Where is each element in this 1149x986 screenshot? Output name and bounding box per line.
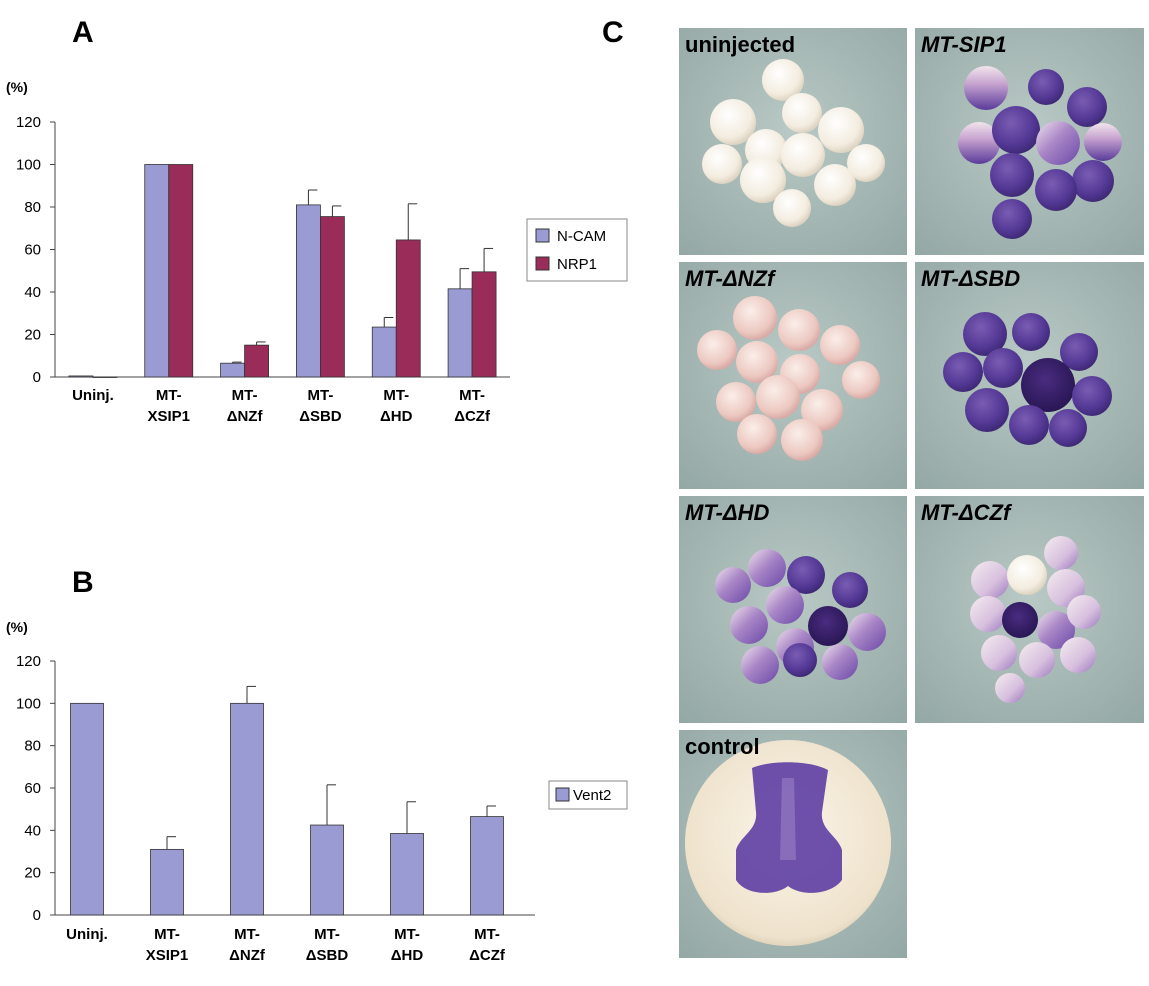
chartA-ytick-label: 40 — [24, 284, 41, 301]
legend-swatch-vent2 — [555, 787, 570, 802]
legend-label-nrp1: NRP1 — [557, 256, 597, 273]
photo-mt-sip1: MT-SIP1 — [915, 28, 1144, 255]
chartA-ytick-label: 100 — [16, 157, 41, 174]
chartA-ytick-label: 120 — [16, 114, 41, 131]
photo-control: control — [679, 730, 907, 958]
photo-label-mt-sip1: MT-SIP1 — [921, 32, 1007, 57]
photo-mt-dsbd: MT-ΔSBD — [915, 262, 1144, 489]
panel-label-b: B — [72, 566, 94, 599]
chart-b: (%) 0 20 40 60 80 100 120 Uninj. MT- XSIP1 MT- ΔNZ… — [6, 619, 628, 964]
chartB-ytick-label: 100 — [16, 695, 41, 712]
chartB-ytick-label: 80 — [24, 738, 41, 755]
chartA-category-label: ΔHD — [380, 408, 413, 425]
legend-label-vent2: Vent2 — [573, 787, 611, 804]
chart-a: (%) 0 20 40 60 80 100 120 Uninj. MT- XSIP1 MT- ΔNZ… — [6, 79, 628, 425]
photo-label-mt-dsbd: MT-ΔSBD — [921, 266, 1020, 291]
legend-label-ncam: N-CAM — [557, 228, 606, 245]
chartA-bar-ncam — [371, 326, 397, 378]
panel-label-a: A — [72, 16, 94, 49]
chartA-bar-ncam — [220, 362, 245, 378]
chartA-category-label: MT- — [156, 387, 182, 404]
chartB-category-label: ΔHD — [391, 947, 424, 964]
chartA-bar-nrp1 — [244, 344, 269, 378]
chartB-category-label: ΔNZf — [229, 947, 266, 964]
chartB-ytick-label: 60 — [24, 780, 41, 797]
chartB-category-label: XSIP1 — [146, 947, 189, 964]
chart-b-ylabel: (%) — [6, 619, 28, 635]
photo-mt-dnzf: MT-ΔNZf — [679, 262, 907, 489]
chartB-bar-vent2 — [70, 702, 104, 916]
chartA-ytick-label: 0 — [33, 369, 41, 386]
chartB-bar-vent2 — [470, 816, 504, 916]
photo-label-mt-dhd: MT-ΔHD — [685, 500, 770, 525]
photo-mt-dczf: MT-ΔCZf — [915, 496, 1144, 723]
chartB-category-label: MT- — [474, 926, 500, 943]
photo-mt-dhd: MT-ΔHD — [679, 496, 907, 723]
photo-uninjected: uninjected — [679, 28, 907, 255]
legend-swatch-nrp1 — [535, 256, 550, 271]
chartB-category-label: Uninj. — [66, 926, 108, 943]
chartB-bar-vent2 — [150, 848, 184, 916]
photo-label-uninjected: uninjected — [685, 32, 795, 57]
chartA-ytick-label: 20 — [24, 327, 41, 344]
chartA-ytick-label: 80 — [24, 199, 41, 216]
panel-label-c: C — [602, 16, 624, 49]
chartA-bar-nrp1 — [92, 376, 118, 378]
chartB-category-label: ΔSBD — [306, 947, 349, 964]
chart-b-legend: Vent2 — [548, 780, 628, 810]
chartA-bar-nrp1 — [320, 216, 345, 378]
chartA-category-label: ΔSBD — [299, 408, 342, 425]
chartA-bar-ncam — [68, 375, 94, 378]
chartA-category-label: ΔNZf — [227, 408, 264, 425]
chartB-ytick-label: 40 — [24, 822, 41, 839]
chartB-bar-vent2 — [230, 702, 264, 916]
chartA-category-label: XSIP1 — [147, 408, 190, 425]
chartA-category-label: Uninj. — [72, 387, 114, 404]
chartB-category-label: MT- — [394, 926, 420, 943]
chartA-bar-ncam — [144, 164, 170, 378]
chartA-bar-nrp1 — [471, 271, 497, 378]
chartB-ytick-label: 20 — [24, 865, 41, 882]
photo-label-mt-dczf: MT-ΔCZf — [921, 500, 1013, 525]
chartA-bar-nrp1 — [168, 164, 194, 378]
photo-grid: uninjected MT-SIP1 — [679, 28, 1144, 958]
chartB-category-label: MT- — [154, 926, 180, 943]
chartB-category-label: MT- — [314, 926, 340, 943]
chartB-ytick-label: 120 — [16, 653, 41, 670]
photo-label-control: control — [685, 734, 760, 759]
chartA-category-label: MT- — [459, 387, 485, 404]
chart-a-ylabel: (%) — [6, 79, 28, 95]
chartB-category-label: ΔCZf — [469, 947, 506, 964]
chartA-category-label: ΔCZf — [454, 408, 491, 425]
chartA-ytick-label: 60 — [24, 242, 41, 259]
chartB-category-label: MT- — [234, 926, 260, 943]
chartB-bar-vent2 — [310, 824, 344, 916]
chartA-bar-ncam — [296, 204, 321, 378]
chart-a-legend: N-CAM NRP1 — [526, 218, 628, 282]
legend-swatch-ncam — [535, 228, 550, 243]
chartB-bar-vent2 — [390, 833, 424, 916]
chartA-category-label: MT- — [383, 387, 409, 404]
photo-label-mt-dnzf: MT-ΔNZf — [685, 266, 777, 291]
chartA-category-label: MT- — [308, 387, 334, 404]
chartA-category-label: MT- — [232, 387, 258, 404]
chartA-bar-ncam — [447, 288, 473, 378]
chartA-bar-nrp1 — [395, 239, 421, 378]
chartB-ytick-label: 0 — [33, 907, 41, 924]
